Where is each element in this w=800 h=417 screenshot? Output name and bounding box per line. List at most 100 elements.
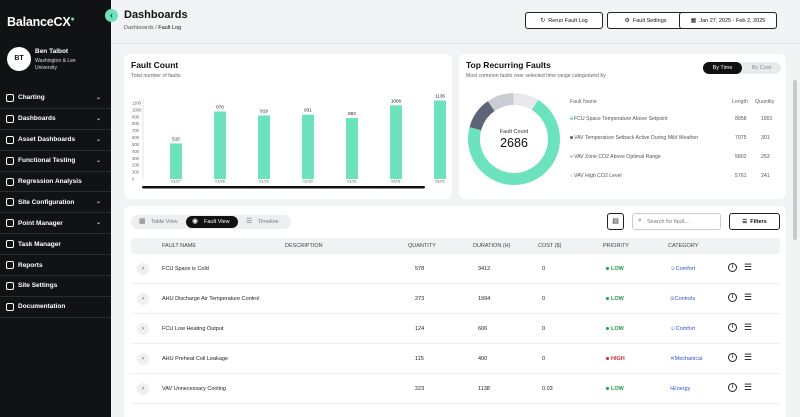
- sidebar-item-regression-analysis[interactable]: Regression Analysis: [0, 172, 111, 193]
- row-menu-icon[interactable]: ☰: [744, 352, 753, 362]
- col-fault-name: Fault Name: [570, 99, 597, 105]
- category-icon: ☺: [670, 266, 676, 272]
- sidebar-item-label: Functional Testing: [18, 157, 76, 165]
- top-faults-card: Top Recurring Faults Most common faults …: [459, 54, 786, 199]
- cell-priority: LOW: [606, 266, 624, 272]
- row-menu-icon[interactable]: ☰: [744, 322, 753, 332]
- fault-name: VAV Temperature Setback Active During Mi…: [574, 135, 699, 141]
- by-time-option[interactable]: By Time: [703, 62, 742, 74]
- sidebar-item-documentation[interactable]: Documentation: [0, 297, 111, 318]
- category-icon: ✕: [670, 356, 675, 362]
- bar[interactable]: [170, 143, 182, 179]
- filters-button[interactable]: ☰ Filters: [729, 213, 780, 230]
- priority-label: LOW: [611, 266, 624, 272]
- th-duration[interactable]: DURATION (H): [473, 243, 511, 249]
- table-row[interactable]: › FCU Space is Cold 578 3412 0 LOW ☺Comf…: [131, 254, 780, 284]
- cell-cost: 0: [542, 296, 546, 302]
- breadcrumb-root[interactable]: Dashboards: [124, 25, 154, 31]
- info-icon[interactable]: i: [728, 383, 737, 392]
- chevron-right-icon[interactable]: ›: [137, 383, 149, 395]
- search-input[interactable]: [647, 216, 717, 228]
- info-icon[interactable]: i: [728, 323, 737, 332]
- category-icon: ϟ: [670, 386, 673, 392]
- sidebar-item-charting[interactable]: Charting ⌄: [0, 88, 111, 109]
- scrollbar-thumb[interactable]: [793, 80, 797, 240]
- fault-quantity: 241: [761, 173, 770, 179]
- collapse-sidebar-icon[interactable]: ‹: [105, 9, 118, 22]
- sidebar: BalanceCX● BT Ben Talbot Washington & Le…: [0, 0, 111, 417]
- reports-icon: [6, 261, 14, 270]
- gear-icon: ⚙: [624, 18, 630, 24]
- th-fault-name[interactable]: FAULT NAME: [162, 243, 197, 249]
- th-cost[interactable]: COST ($): [538, 243, 562, 249]
- donut-slice[interactable]: [513, 93, 539, 111]
- bar[interactable]: [302, 114, 314, 179]
- bar[interactable]: [258, 115, 270, 179]
- rerun-fault-log-button[interactable]: ↻ Rerun Fault Log: [525, 12, 603, 29]
- fault-length: 5802: [735, 154, 747, 160]
- sidebar-item-reports[interactable]: Reports: [0, 255, 111, 277]
- table-row[interactable]: › AHU Discharge Air Temperature Control …: [131, 284, 780, 314]
- cell-cost: 0: [542, 356, 546, 362]
- th-priority[interactable]: PRIORITY: [603, 243, 629, 249]
- chart-scroll-bar[interactable]: [142, 186, 425, 189]
- bar[interactable]: [434, 100, 446, 179]
- time-cost-toggle[interactable]: By Time By Cost: [703, 62, 781, 74]
- donut-slice[interactable]: [469, 101, 495, 131]
- category-label: Controls: [674, 296, 696, 302]
- info-icon[interactable]: i: [728, 293, 737, 302]
- fault-length: 5761: [735, 173, 747, 179]
- th-description[interactable]: DESCRIPTION: [285, 243, 323, 249]
- sidebar-item-label: Task Manager: [18, 240, 61, 248]
- bar[interactable]: [390, 105, 402, 179]
- tab-fault-view[interactable]: ◉ Fault View: [186, 216, 238, 228]
- row-menu-icon[interactable]: ☰: [744, 382, 753, 392]
- bar[interactable]: [346, 117, 358, 179]
- top-fault-length: 5802: [735, 154, 747, 160]
- table-row[interactable]: › FCU Low Heating Output 124 606 0 LOW ☺…: [131, 314, 780, 344]
- sidebar-item-dashboards[interactable]: Dashboards ⌄: [0, 109, 111, 130]
- export-button[interactable]: ▤: [607, 213, 624, 230]
- sidebar-item-task-manager[interactable]: Task Manager: [0, 234, 111, 256]
- sidebar-item-label: Regression Analysis: [18, 178, 82, 185]
- row-menu-icon[interactable]: ☰: [744, 262, 753, 272]
- th-quantity[interactable]: QUANTITY: [408, 243, 436, 249]
- table-row[interactable]: › VAV Unnecessary Cooling 223 1138 0.03 …: [131, 374, 780, 404]
- chevron-right-icon[interactable]: ›: [137, 293, 149, 305]
- date-range-label: Jan 27, 2025 - Feb 2, 2025: [699, 17, 766, 24]
- donut-slice[interactable]: [487, 93, 514, 112]
- fault-settings-button[interactable]: ⚙ Fault Settings: [607, 12, 684, 29]
- sidebar-item-point-manager[interactable]: Point Manager ⌄: [0, 213, 111, 235]
- sidebar-item-site-configuration[interactable]: Site Configuration ⌄: [0, 192, 111, 214]
- priority-dot: [606, 387, 609, 391]
- top-fault-quantity: 1891: [761, 116, 773, 122]
- table-row[interactable]: › AHU Preheat Coil Leakage 115 400 0 HIG…: [131, 344, 780, 374]
- bar-value-label: 515: [172, 136, 180, 141]
- priority-dot: [606, 357, 609, 361]
- sidebar-item-functional-testing[interactable]: Functional Testing ⌄: [0, 151, 111, 172]
- cell-priority: HIGH: [606, 356, 625, 362]
- info-icon[interactable]: i: [728, 353, 737, 362]
- tab-timeline[interactable]: ☰ Timeline: [240, 216, 290, 228]
- search-icon: ⌕: [638, 217, 642, 224]
- fault-length: 8958: [735, 116, 747, 122]
- chevron-right-icon[interactable]: ›: [137, 353, 149, 365]
- y-tick-label: 300: [132, 156, 140, 161]
- sidebar-item-site-settings[interactable]: Site Settings: [0, 276, 111, 297]
- chevron-right-icon[interactable]: ›: [137, 323, 149, 335]
- sidebar-item-label: Documentation: [18, 303, 66, 311]
- th-category[interactable]: CATEGORY: [668, 243, 699, 249]
- sidebar-item-asset-dashboards[interactable]: Asset Dashboards ⌄: [0, 130, 111, 151]
- date-range-button[interactable]: ▦ Jan 27, 2025 - Feb 2, 2025: [679, 12, 777, 29]
- search-box[interactable]: ⌕: [632, 213, 721, 230]
- table-header: FAULT NAME DESCRIPTION QUANTITY DURATION…: [131, 238, 780, 254]
- tab-table-view[interactable]: ▦ Table View: [133, 216, 185, 228]
- chevron-right-icon[interactable]: ›: [137, 263, 149, 275]
- row-menu-icon[interactable]: ☰: [744, 292, 753, 302]
- by-cost-option[interactable]: By Cost: [751, 65, 772, 71]
- info-icon[interactable]: i: [728, 263, 737, 272]
- cell-duration: 606: [478, 326, 488, 332]
- bar[interactable]: [214, 111, 226, 179]
- view-switcher: ▦ Table View ◉ Fault View ☰ Timeline: [131, 215, 291, 229]
